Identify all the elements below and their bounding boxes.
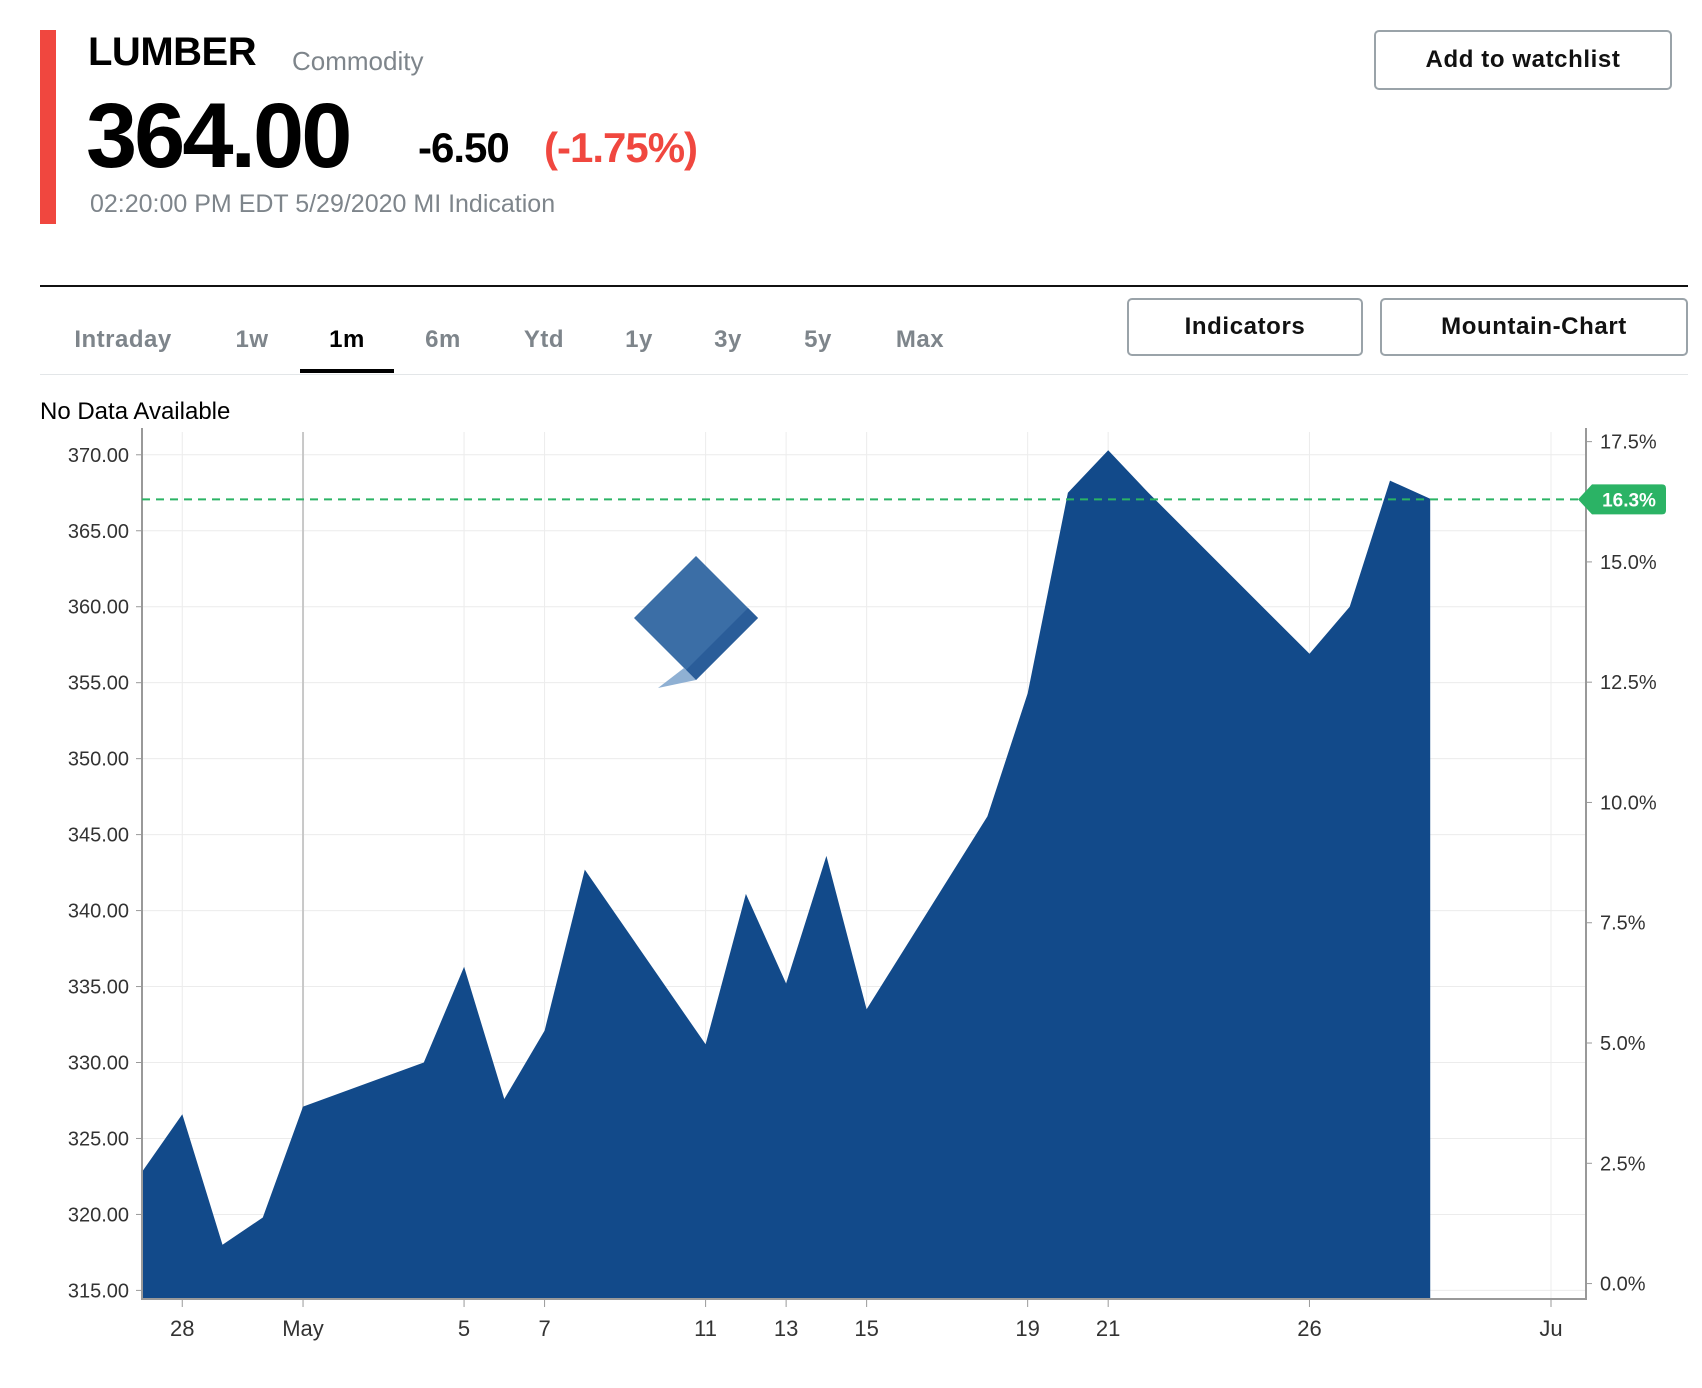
y-tick-label: 365.00 [68,521,129,543]
loading-logo-shade [686,608,758,680]
x-tick-label: 26 [1297,1316,1321,1341]
y-tick-label: 350.00 [68,749,129,771]
y2-tick-label: 5.0% [1600,1033,1646,1055]
symbol-title: LUMBER [88,30,257,74]
reference-badge [1578,484,1666,515]
y2-tick-label: 12.5% [1600,672,1657,694]
y2-tick-label: 10.0% [1600,792,1657,814]
reference-badge-label: 16.3% [1602,490,1656,511]
price-change: -6.50 [418,124,510,171]
y-tick-label: 355.00 [68,673,129,695]
header-divider [40,285,1688,287]
x-tick-label: 13 [774,1316,798,1341]
chart-type-button[interactable]: Mountain-Chart [1380,298,1688,356]
tab-max[interactable]: Max [895,326,945,353]
y2-tick-label: 0.0% [1600,1274,1646,1296]
x-tick-label: Ju [1539,1316,1562,1341]
x-tick-label: 19 [1015,1316,1039,1341]
tab-3y[interactable]: 3y [714,326,742,353]
loading-logo-tail [658,668,696,688]
y-tick-label: 370.00 [68,445,129,467]
x-tick-label: 5 [458,1316,470,1341]
active-tab-underline [300,369,394,373]
y-tick-label: 360.00 [68,597,129,619]
last-price: 364.00 [86,85,352,187]
y2-tick-label: 17.5% [1600,432,1657,454]
tab-1m[interactable]: 1m [329,326,365,353]
accent-bar [40,30,56,224]
y-tick-label: 340.00 [68,901,129,923]
y-tick-label: 345.00 [68,825,129,847]
x-tick-label: 11 [694,1316,717,1341]
no-data-message: No Data Available [40,398,231,425]
x-tick-label: May [282,1316,324,1341]
y-tick-label: 330.00 [68,1053,129,1075]
y-tick-label: 325.00 [68,1128,129,1150]
tab-6m[interactable]: 6m [425,326,461,353]
indicators-button[interactable]: Indicators [1127,298,1363,356]
price-area [142,450,1431,1298]
tab-1y[interactable]: 1y [625,326,653,353]
tab-ytd[interactable]: Ytd [523,326,565,353]
y-tick-label: 335.00 [68,977,129,999]
y2-tick-label: 2.5% [1600,1153,1646,1175]
y-tick-label: 320.00 [68,1204,129,1226]
tab-1w[interactable]: 1w [235,326,269,353]
x-tick-label: 21 [1096,1316,1120,1341]
x-tick-label: 7 [538,1316,550,1341]
x-tick-label: 15 [854,1316,878,1341]
tabs-divider [40,374,1688,375]
quote-timestamp: 02:20:00 PM EDT 5/29/2020 MI Indication [90,190,556,218]
asset-type-label: Commodity [292,46,424,76]
tab-intraday[interactable]: Intraday [74,326,172,353]
price-change-percent: (-1.75%) [544,124,698,171]
x-tick-label: 28 [170,1316,194,1341]
y2-tick-label: 7.5% [1600,913,1646,935]
tab-5y[interactable]: 5y [804,326,832,353]
y-tick-label: 315.00 [68,1280,129,1302]
y2-tick-label: 15.0% [1600,552,1657,574]
add-to-watchlist-button[interactable]: Add to watchlist [1374,30,1672,90]
